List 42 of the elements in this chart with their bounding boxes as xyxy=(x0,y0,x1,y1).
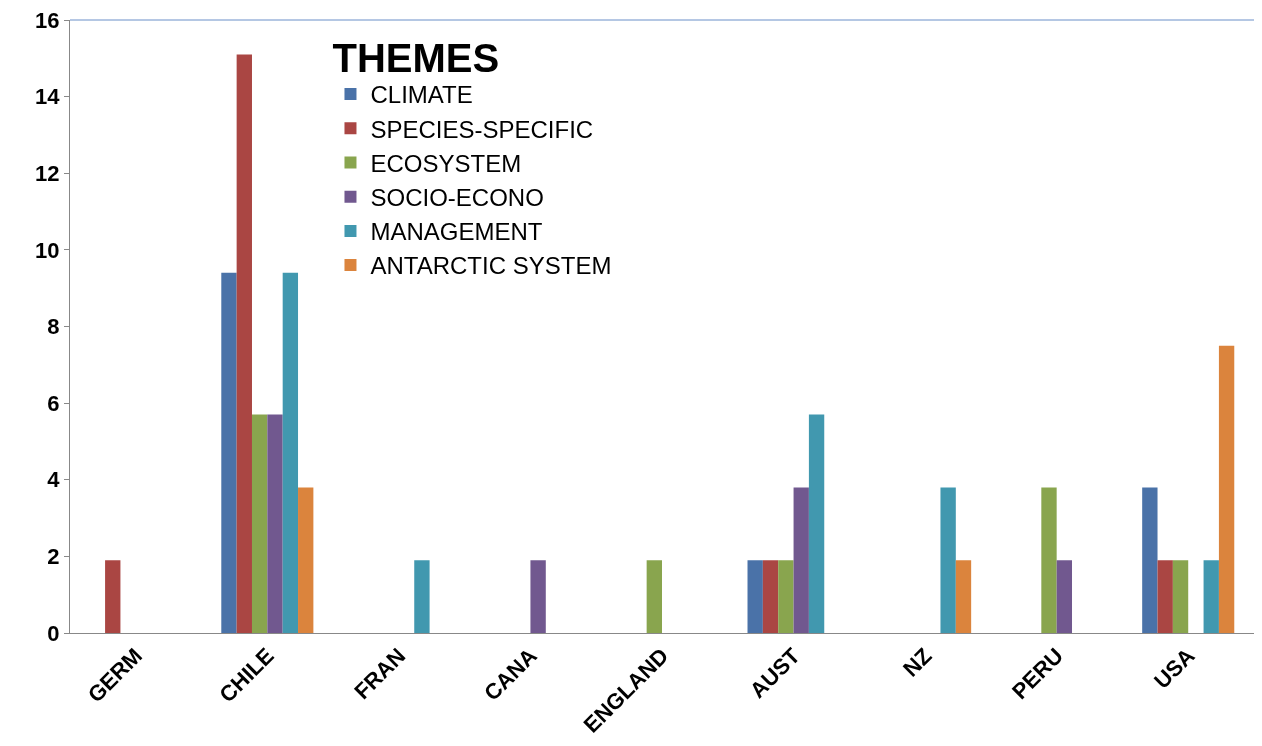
y-tick-label: 0 xyxy=(47,620,60,646)
bar xyxy=(267,414,283,633)
y-tick-label: 8 xyxy=(47,314,60,340)
bar xyxy=(778,560,794,633)
legend-label: SOCIO-ECONO xyxy=(370,184,544,212)
legend-label: MANAGEMENT xyxy=(370,218,543,246)
y-tick-label: 12 xyxy=(35,160,60,186)
bar xyxy=(530,560,546,633)
x-tick-label: NZ xyxy=(898,643,937,682)
bar xyxy=(282,272,299,633)
legend-title: THEMES xyxy=(332,36,500,80)
legend-label: ANTARCTIC SYSTEM xyxy=(370,252,612,280)
y-tick-label: 14 xyxy=(35,84,61,110)
x-tick-label: USA xyxy=(1149,642,1200,694)
legend-label: ECOSYSTEM xyxy=(370,149,522,177)
bar xyxy=(1203,560,1219,633)
bar xyxy=(1157,560,1173,633)
bar xyxy=(1218,345,1235,633)
bar xyxy=(1172,560,1189,633)
y-tick-label: 16 xyxy=(35,7,60,33)
bar xyxy=(251,414,268,633)
bar xyxy=(808,414,825,633)
bar xyxy=(747,560,763,633)
y-tick-label: 2 xyxy=(47,544,60,570)
legend-label: SPECIES-SPECIFIC xyxy=(370,115,594,143)
bar xyxy=(105,560,121,633)
bar xyxy=(221,272,237,633)
bar xyxy=(1056,560,1073,633)
bar xyxy=(414,560,430,633)
bar xyxy=(940,487,956,633)
bar xyxy=(762,560,779,633)
bar xyxy=(1041,487,1057,633)
y-tick-label: 4 xyxy=(47,467,61,493)
bar xyxy=(955,560,972,633)
bar xyxy=(793,487,809,633)
legend-label: CLIMATE xyxy=(370,81,473,109)
y-tick-label: 6 xyxy=(47,390,60,416)
y-tick-label: 10 xyxy=(35,237,60,263)
bar xyxy=(646,560,662,633)
bar xyxy=(298,487,314,633)
bar xyxy=(236,54,252,633)
bar xyxy=(1142,487,1158,633)
